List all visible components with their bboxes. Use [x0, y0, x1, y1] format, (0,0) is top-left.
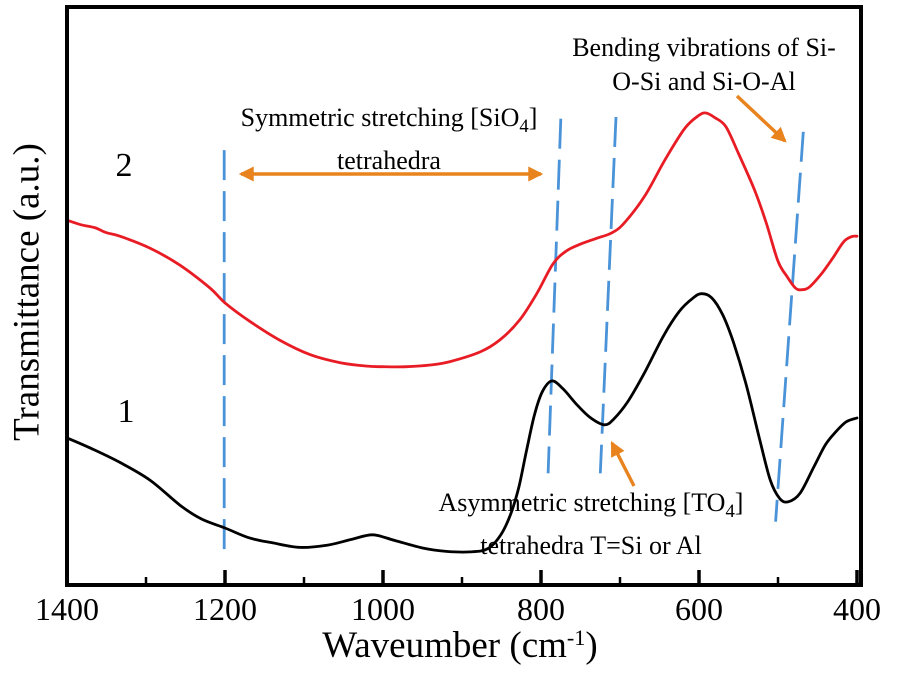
x-tick-label-400: 400 — [833, 591, 881, 627]
x-axis-title-close: ) — [585, 625, 598, 666]
guide-line-780 — [546, 118, 563, 474]
annotation-text: Asymmetric stretching [TO — [438, 488, 726, 517]
annotation-line: Bending vibrations of Si- — [572, 33, 836, 62]
x-tick-label-1400: 1400 — [35, 591, 99, 627]
bending-pointer-arrow — [735, 94, 787, 143]
annotation-text: Symmetric stretching [SiO — [240, 103, 520, 132]
curve-1-label: 1 — [117, 393, 135, 430]
y-axis-title-text: Transmittance (a.u.) — [6, 143, 48, 441]
annotation-line: tetrahedra — [337, 146, 441, 176]
asymmetric-pointer-arrow — [610, 441, 636, 487]
y-axis-title: Transmittance (a.u.) — [6, 143, 49, 441]
annotation-subscript: 4 — [519, 116, 529, 138]
spectrum-curve-1 — [65, 292, 859, 554]
x-tick-label-1200: 1200 — [193, 591, 257, 627]
x-axis-title-exponent: -1 — [566, 624, 586, 650]
annotation-asymmetric-stretching: Asymmetric stretching [TO4] tetrahedra T… — [439, 486, 744, 563]
annotation-line: O-Si and Si-O-Al — [612, 67, 796, 96]
annotation-line: tetrahedra T=Si or Al — [480, 531, 702, 561]
x-tick-label-800: 800 — [517, 591, 565, 627]
annotation-bending-vibrations: Bending vibrations of Si- O-Si and Si-O-… — [572, 31, 836, 99]
annotation-text: ] — [734, 488, 744, 517]
x-axis-title-text: Waveumber (cm — [322, 625, 567, 666]
x-tick-label-1000: 1000 — [351, 591, 415, 627]
plot-border — [65, 5, 863, 587]
guide-line-715 — [598, 116, 618, 474]
guide-line-490 — [774, 131, 805, 522]
annotation-text: ] — [528, 103, 538, 132]
x-axis-title: Waveumber (cm-1) — [322, 624, 597, 667]
annotation-symmetric-stretching: Symmetric stretching [SiO4] tetrahedra — [241, 101, 538, 178]
annotation-line: Asymmetric stretching [TO4] — [439, 486, 744, 529]
spectrum-curve-2 — [65, 111, 859, 369]
curve-2-label: 2 — [115, 147, 133, 184]
annotation-subscript: 4 — [725, 501, 735, 523]
annotation-line: Symmetric stretching [SiO4] — [241, 101, 538, 144]
x-tick-label-600: 600 — [675, 591, 723, 627]
